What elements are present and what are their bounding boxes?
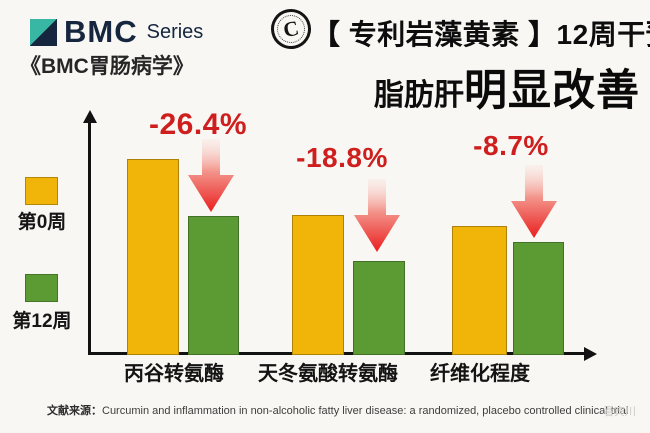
- bmc-brand-block: BMC Series 《BMC胃肠病学》: [20, 14, 204, 78]
- legend-label-week0: 第0周: [17, 212, 67, 233]
- bar-week0-fibrosis: [452, 226, 507, 355]
- y-axis: [88, 122, 91, 353]
- bar-week12-alt: [188, 216, 239, 355]
- source-label: 文献来源：: [47, 405, 102, 417]
- brand-name: BMC: [64, 14, 138, 49]
- bar-week12-ast: [353, 261, 405, 355]
- watermark: 看宾川: [603, 406, 636, 418]
- brand-series: Series: [146, 20, 204, 43]
- source-citation: 文献来源：Curcumin and inflammation in non-al…: [47, 402, 628, 418]
- change-label-fibrosis: -8.7%: [473, 130, 549, 161]
- title-line2: 脂肪肝明显改善: [374, 56, 640, 118]
- x-axis-arrow-icon: [584, 346, 597, 361]
- curcumin-stamp-icon: C: [267, 5, 315, 53]
- change-label-alt: -26.4%: [148, 108, 248, 141]
- legend-swatch-week12: [25, 274, 58, 302]
- y-axis-arrow-icon: [82, 110, 97, 123]
- stamp-letter: C: [280, 15, 301, 42]
- bar-week0-alt: [127, 159, 179, 355]
- source-text: Curcumin and inflammation in non-alcohol…: [102, 405, 629, 417]
- bmc-logo-icon: [30, 18, 57, 46]
- down-arrow-icon: [188, 139, 234, 212]
- title-line1: 【 专利岩藻黄素 】12周干预: [312, 19, 650, 50]
- legend-label-week12: 第12周: [12, 311, 72, 332]
- title-line2-prefix: 脂肪肝: [374, 79, 464, 112]
- bar-week12-fibrosis: [513, 242, 564, 355]
- category-label-alt: 丙谷转氨酶: [124, 363, 224, 385]
- bar-week0-ast: [292, 215, 344, 355]
- journal-name: 《BMC胃肠病学》: [20, 55, 194, 78]
- change-label-ast: -18.8%: [296, 142, 388, 173]
- down-arrow-icon: [511, 165, 557, 238]
- down-arrow-icon: [354, 179, 400, 252]
- category-label-ast: 天冬氨酸转氨酶: [258, 363, 398, 385]
- title-line2-emphasis: 明显改善: [464, 67, 640, 115]
- legend-swatch-week0: [25, 177, 58, 205]
- category-label-fibrosis: 纤维化程度: [430, 363, 530, 385]
